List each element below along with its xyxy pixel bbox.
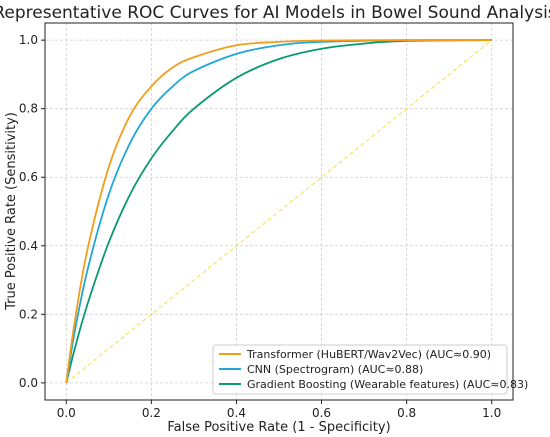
x-tick-label: 0.8	[397, 406, 416, 420]
y-tick-label: 1.0	[19, 33, 38, 47]
legend-box	[212, 344, 508, 395]
y-tick-label: 0.2	[19, 307, 38, 321]
y-tick-label: 0.4	[19, 239, 38, 253]
x-tick-label: 0.0	[57, 406, 76, 420]
cnn-curve	[65, 39, 492, 384]
x-tick-label: 1.0	[482, 406, 501, 420]
legend-label-transformer: Transformer (HuBERT/Wav2Vec) (AUC≈0.90)	[246, 348, 491, 361]
series-group	[65, 39, 493, 384]
y-tick-label: 0.8	[19, 102, 38, 116]
legend: Transformer (HuBERT/Wav2Vec) (AUC≈0.90) …	[212, 344, 528, 395]
transformer-curve	[65, 39, 492, 383]
y-axis-label: True Positive Rate (Sensitivity)	[4, 112, 19, 311]
x-tick-label: 0.6	[312, 406, 331, 420]
plot-frame	[44, 22, 514, 401]
legend-label-cnn: CNN (Spectrogram) (AUC≈0.88)	[247, 363, 423, 376]
y-tick-label: 0.6	[19, 170, 38, 184]
gradient-boosting-curve	[65, 39, 492, 384]
x-tick-label: 0.2	[142, 406, 161, 420]
y-axis-ticks: 0.0 0.2 0.4 0.6 0.8 1.0	[19, 33, 45, 390]
x-axis-label: False Positive Rate (1 - Specificity)	[167, 420, 390, 435]
y-tick-label: 0.0	[19, 376, 38, 390]
x-tick-label: 0.4	[227, 406, 246, 420]
x-axis-ticks: 0.0 0.2 0.4 0.6 0.8 1.0	[57, 400, 501, 420]
legend-label-gradient-boosting: Gradient Boosting (Wearable features) (A…	[247, 378, 528, 391]
chance-diagonal-line	[65, 39, 493, 384]
chart-title: Representative ROC Curves for AI Models …	[0, 3, 550, 23]
